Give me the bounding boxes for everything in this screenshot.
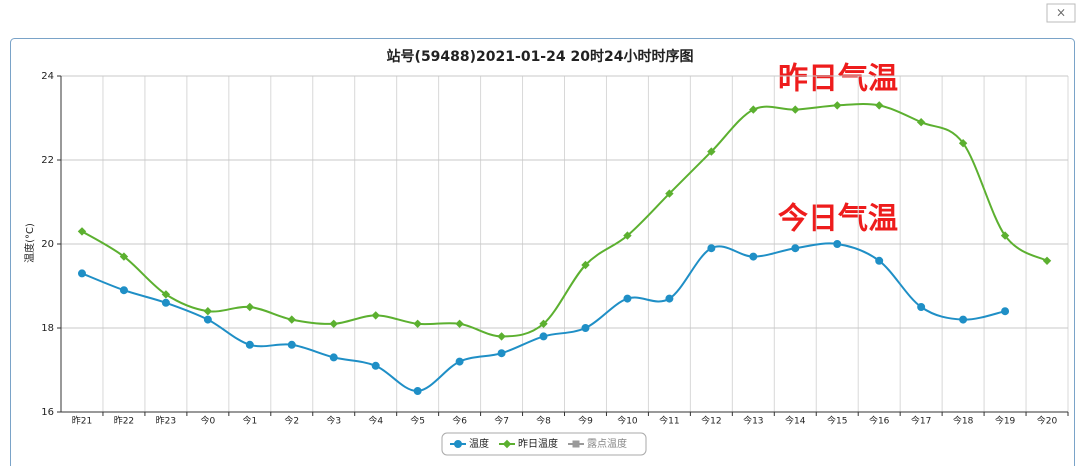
- point: [791, 105, 800, 114]
- point: [161, 290, 171, 299]
- point: [539, 319, 548, 329]
- y-tick-label: 18: [41, 323, 54, 334]
- point: [287, 315, 296, 324]
- x-tick-label: 今12: [701, 415, 721, 427]
- point: [497, 332, 506, 341]
- point: [917, 303, 926, 311]
- chart-title: 站号(59488)2021-01-24 20时24小时时序图: [387, 48, 694, 65]
- point: [833, 240, 842, 248]
- close-button[interactable]: [1046, 3, 1076, 23]
- x-tick-label: 今18: [953, 415, 974, 427]
- x-tick-label: 今10: [617, 415, 638, 427]
- point: [875, 256, 884, 265]
- x-tick-label: 今11: [659, 415, 679, 427]
- point: [749, 252, 758, 261]
- point: [245, 340, 254, 349]
- point: [329, 319, 338, 329]
- annotation: 昨日气温: [778, 62, 898, 97]
- legend-label: 昨日温度: [518, 437, 558, 450]
- legend-label: 温度: [469, 437, 489, 450]
- annotation: 今日气温: [778, 202, 898, 237]
- point: [413, 319, 422, 329]
- x-tick-label: 今9: [578, 415, 593, 427]
- point: [959, 315, 968, 324]
- point: [455, 357, 464, 366]
- point: [791, 244, 800, 253]
- point: [539, 332, 548, 341]
- y-tick-label: 16: [41, 407, 54, 418]
- x-tick-label: 今7: [494, 415, 509, 427]
- close-icon[interactable]: ×: [1056, 6, 1066, 20]
- point: [454, 440, 462, 448]
- x-tick-label: 今0: [200, 415, 215, 427]
- point: [707, 244, 716, 253]
- x-tick-label: 昨21: [72, 415, 92, 427]
- point: [833, 101, 842, 110]
- point: [874, 101, 884, 110]
- x-tick-label: 今13: [743, 415, 763, 427]
- x-tick-label: 今14: [785, 415, 806, 427]
- x-tick-label: 今5: [410, 415, 425, 427]
- point: [1042, 256, 1052, 266]
- y-tick-label: 22: [41, 155, 54, 166]
- point: [287, 340, 296, 349]
- point: [77, 269, 86, 278]
- y-tick-label: 24: [41, 71, 54, 82]
- point: [707, 147, 716, 156]
- x-tick-label: 今8: [536, 415, 551, 427]
- x-tick-label: 今4: [368, 415, 383, 427]
- point: [119, 286, 128, 295]
- point: [958, 138, 968, 148]
- x-tick-label: 昨22: [114, 415, 134, 427]
- point: [245, 302, 255, 312]
- x-tick-label: 今20: [1037, 415, 1058, 427]
- point: [623, 294, 632, 303]
- point: [119, 252, 129, 261]
- point: [413, 387, 422, 395]
- panel-frame: [10, 38, 1075, 470]
- x-tick-label: 今17: [911, 415, 931, 427]
- x-tick-label: 今3: [326, 415, 341, 427]
- x-tick-label: 今2: [284, 415, 299, 427]
- point: [497, 349, 506, 358]
- legend-box: [441, 432, 647, 456]
- point: [371, 311, 380, 320]
- point: [455, 319, 464, 329]
- y-axis-title: 温度(°C): [23, 223, 36, 263]
- point: [161, 298, 170, 307]
- legend-label: 露点温度: [587, 437, 627, 450]
- point: [581, 260, 590, 270]
- point: [203, 315, 212, 324]
- point: [572, 440, 580, 448]
- point: [1000, 231, 1010, 240]
- point: [665, 189, 674, 198]
- x-tick-label: 昨23: [156, 415, 176, 427]
- point: [1001, 307, 1010, 316]
- point: [77, 227, 87, 236]
- x-tick-label: 今19: [995, 415, 1016, 427]
- x-tick-label: 今1: [242, 415, 257, 427]
- point: [749, 105, 758, 114]
- point: [665, 294, 674, 303]
- point: [203, 306, 213, 316]
- point: [502, 439, 512, 449]
- x-tick-label: 今15: [827, 415, 847, 427]
- x-tick-label: 今6: [452, 415, 467, 427]
- y-tick-label: 20: [41, 239, 54, 250]
- point: [371, 361, 380, 370]
- point: [623, 231, 632, 240]
- point: [916, 117, 926, 127]
- x-tick-label: 今16: [869, 415, 890, 427]
- point: [329, 353, 338, 362]
- point: [581, 324, 590, 332]
